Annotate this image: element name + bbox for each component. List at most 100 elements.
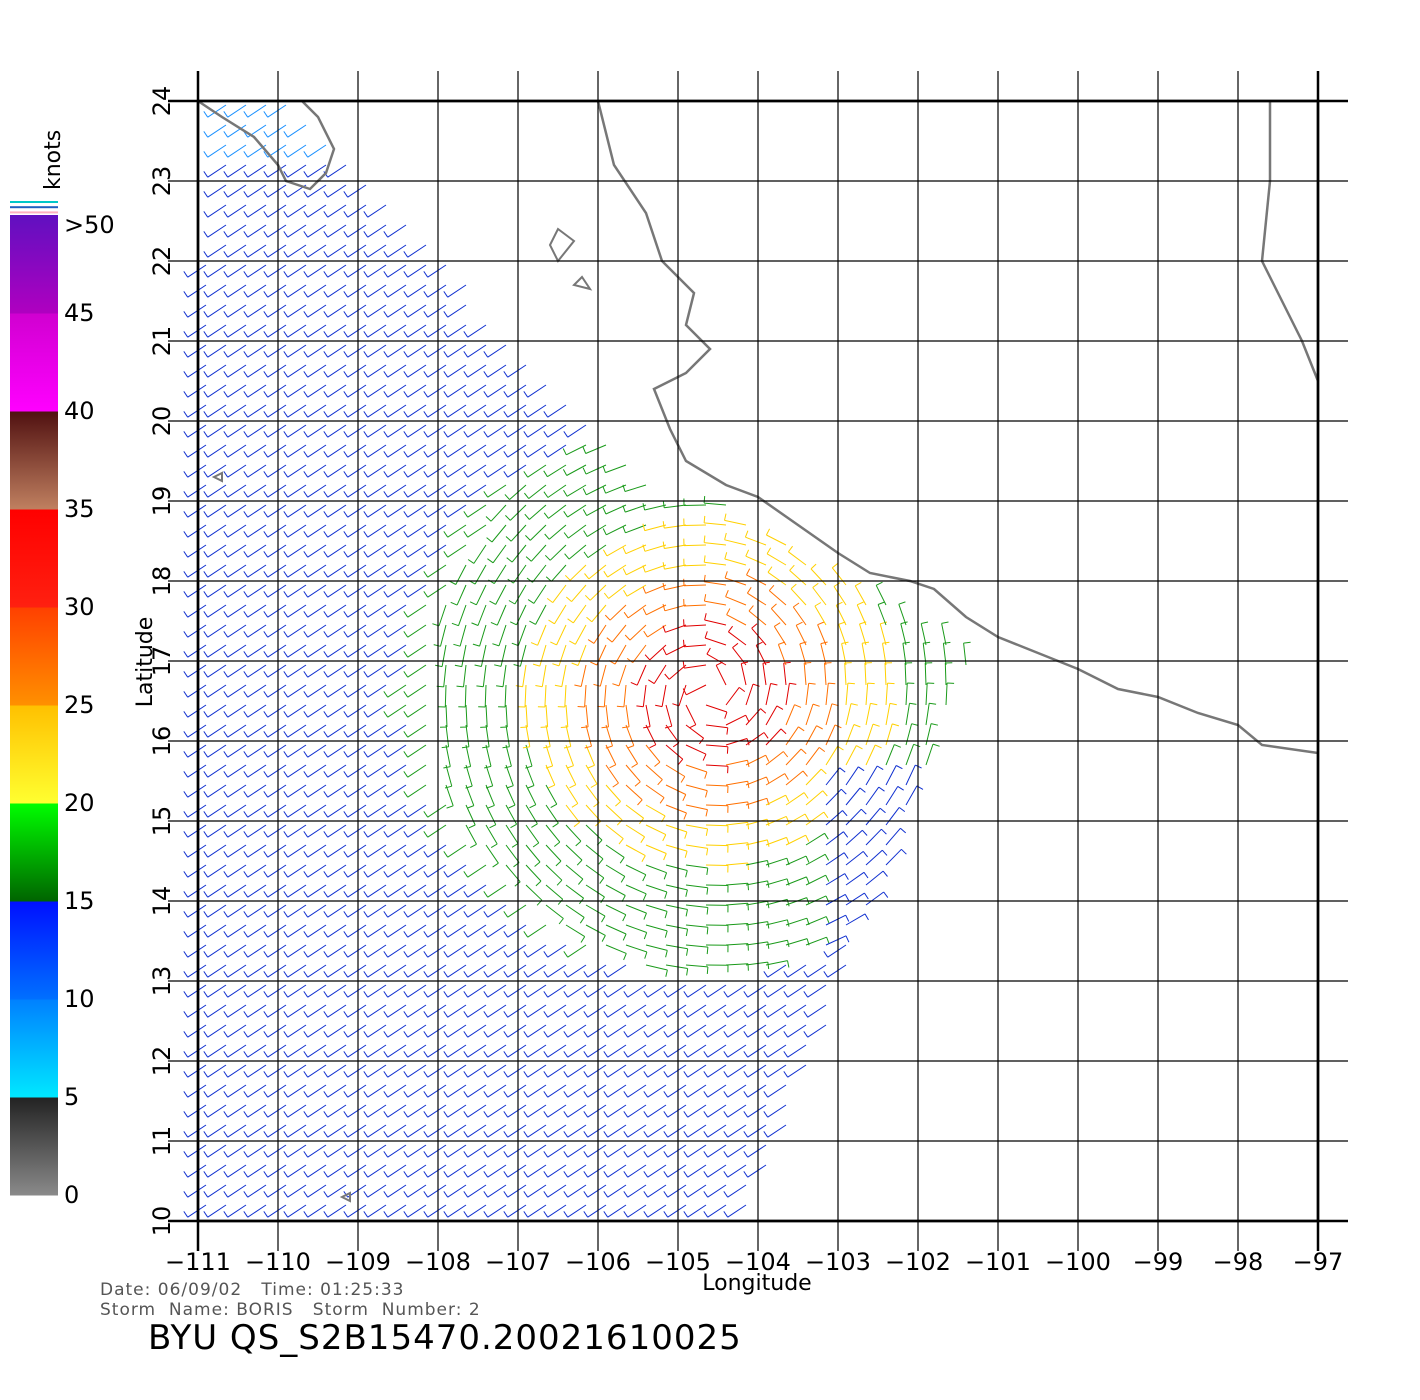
wind-barb [743,1144,767,1158]
wind-barb [283,424,307,438]
wind-barb [263,844,287,858]
wind-barb [783,661,791,686]
wind-barb [323,964,347,978]
wind-barb [535,664,547,688]
wind-barb [263,1064,287,1078]
colorbar-label: >50 [64,211,115,239]
wind-barb [478,684,487,708]
wind-barb [223,384,247,398]
wind-barb [203,104,227,118]
wind-barb [183,924,207,938]
wind-barb [303,684,327,698]
wind-barb [520,704,528,728]
wind-barb [363,204,387,218]
wind-barb [323,724,347,738]
wind-barb [363,1164,387,1178]
wind-barb [623,1044,647,1058]
wind-barb [765,857,790,866]
wind-barb [532,644,547,667]
wind-barb [423,924,447,938]
wind-barb [363,324,387,338]
wind-barb [663,1044,687,1058]
wind-barb [623,1024,647,1038]
wind-barb [805,768,827,786]
wind-barb [363,924,387,938]
wind-barb [283,144,307,158]
wind-barb [483,1104,507,1118]
wind-barb [463,424,487,438]
wind-barb [363,724,387,738]
wind-barb [343,424,367,438]
wind-barb [763,1024,787,1038]
wind-barb [523,404,547,418]
wind-barb [263,1024,287,1038]
wind-barb [636,684,647,708]
wind-barb [703,515,727,526]
wind-barb [203,604,227,618]
wind-barb [583,1184,607,1198]
wind-barb [885,827,907,846]
lat-lon-grid [168,71,1348,1251]
wind-barb [243,1184,267,1198]
wind-barb [543,424,567,438]
wind-barb [243,944,267,958]
wind-barb [605,744,617,769]
wind-barb [503,424,527,438]
wind-barb [463,484,487,498]
wind-barb [403,484,427,498]
wind-barb [563,984,587,998]
wind-barb [724,571,747,586]
wind-barb [283,1084,307,1098]
wind-barb [243,1164,267,1178]
wind-barb [905,785,924,806]
wind-barb [725,963,749,971]
wind-barb [703,1144,727,1158]
wind-barb [263,204,287,218]
wind-barb [453,624,467,647]
wind-barb [740,661,749,686]
wind-barb [803,1024,827,1038]
wind-barb [463,1204,487,1218]
lat-tick-label: 18 [148,566,176,597]
wind-barb [665,764,686,783]
wind-barb [569,624,587,645]
wind-barb [503,364,527,378]
wind-barb [487,544,507,564]
wind-barb [529,604,547,625]
wind-barb [423,464,447,478]
wind-barb [243,1124,267,1138]
wind-barb [507,564,527,584]
wind-barb [383,844,407,858]
wind-barb [343,1104,367,1118]
wind-barb [243,544,267,558]
colorbar-overflow-stripe [10,206,58,209]
wind-barb [283,564,307,578]
wind-barb [383,664,407,678]
wind-barb [283,704,307,718]
wind-barb [323,344,347,358]
wind-barb [243,764,267,778]
wind-barb [303,704,327,718]
wind-barb [203,444,227,458]
wind-barb [203,164,227,178]
wind-barb [643,1084,667,1098]
wind-barb [503,1164,527,1178]
wind-barb [283,744,307,758]
wind-barb [363,1124,387,1138]
wind-barb [283,924,307,938]
wind-barb [243,824,267,838]
wind-barb [630,664,647,686]
wind-barb [463,944,487,958]
wind-barb [323,444,347,458]
wind-barb [625,764,641,787]
wind-barb [363,1084,387,1098]
wind-barb [463,1164,487,1178]
wind-barb [383,1064,407,1078]
wind-barb [383,644,407,658]
baja-coastline [197,99,336,191]
wind-barb [383,864,407,878]
wind-barb [443,484,467,498]
wind-barb [705,744,729,754]
wind-barb [263,1124,287,1138]
wind-barb [463,1184,487,1198]
